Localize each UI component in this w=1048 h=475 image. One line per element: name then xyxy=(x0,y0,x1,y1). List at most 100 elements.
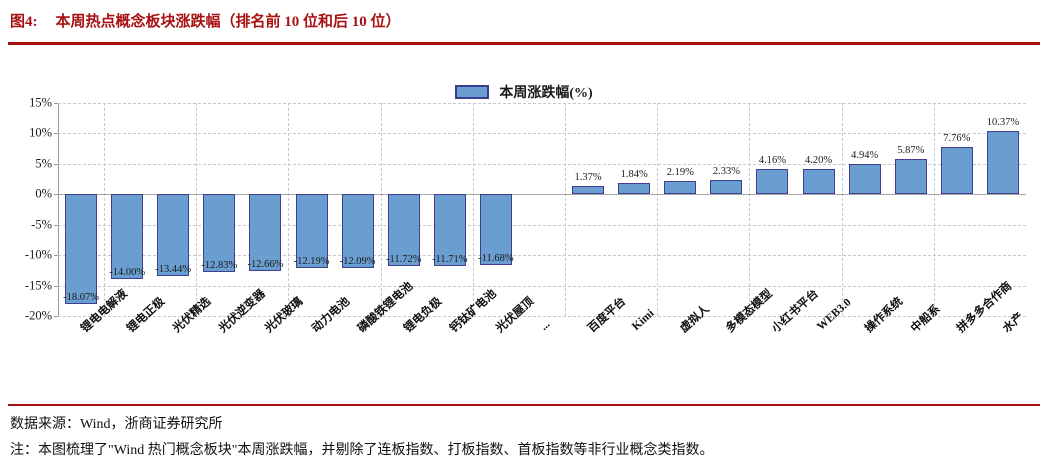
vertical-gridline xyxy=(657,103,659,316)
legend-series-label: 本周涨跌幅(%) xyxy=(499,86,593,101)
y-axis-line xyxy=(58,103,59,316)
data-source-line: 数据来源：Wind，浙商证券研究所 xyxy=(10,417,223,432)
bar-value-label: -13.44% xyxy=(155,264,192,276)
bar-value-label: 7.76% xyxy=(943,133,971,145)
y-axis-tick-label: -10% xyxy=(24,247,52,262)
bar[interactable] xyxy=(848,164,881,195)
bar[interactable] xyxy=(710,180,743,195)
bar[interactable] xyxy=(618,183,651,195)
vertical-gridline xyxy=(380,103,382,316)
gridline xyxy=(58,133,1026,135)
bar-slot: 4.20% xyxy=(796,103,842,316)
footnote-line: 注：本图梳理了"Wind 热门概念板块"本周涨跌幅，并剔除了连板指数、打板指数、… xyxy=(10,443,714,458)
vertical-gridline xyxy=(196,103,198,316)
y-axis-tick-mark xyxy=(54,163,58,165)
vertical-gridline xyxy=(841,103,843,316)
bar-slot: -14.00% xyxy=(104,103,150,316)
y-axis-tick-mark xyxy=(54,133,58,135)
y-axis-tick-mark xyxy=(54,285,58,287)
y-axis-tick-label: -5% xyxy=(31,217,52,232)
gridline xyxy=(58,103,1026,104)
bar-slot: 2.33% xyxy=(703,103,749,316)
y-axis-tick-label: -20% xyxy=(24,308,52,323)
bar-value-label: -12.19% xyxy=(293,256,330,268)
bar-slot: -11.72% xyxy=(381,103,427,316)
vertical-gridline xyxy=(565,103,567,316)
y-axis-tick-mark xyxy=(54,103,58,104)
y-axis-tick-label: 15% xyxy=(29,95,52,110)
y-axis-tick-label: -15% xyxy=(24,278,52,293)
bar[interactable] xyxy=(894,158,927,195)
bar-slot: 7.76% xyxy=(934,103,980,316)
figure-number-label: 图4: xyxy=(10,14,38,30)
plot-area: -18.07% -14.00% -13.44% -12.83% -12.66% -12.1… xyxy=(58,103,1026,317)
bar[interactable] xyxy=(433,194,466,266)
chart-container: 本周涨跌幅(%) 15% 10% 5% 0% -5% -10% -15% -20% -18.0… xyxy=(8,52,1040,392)
bar-slot xyxy=(519,103,565,316)
bar-slot: -12.19% xyxy=(288,103,334,316)
zero-baseline xyxy=(58,194,1026,196)
y-axis-tick-mark xyxy=(54,224,58,226)
bar-value-label: -14.00% xyxy=(109,267,146,279)
bar-value-label: 2.33% xyxy=(712,166,740,178)
bar[interactable] xyxy=(986,131,1019,195)
bar[interactable] xyxy=(479,194,512,266)
bar[interactable] xyxy=(940,147,973,195)
bar-value-label: 2.19% xyxy=(666,166,694,178)
bar[interactable] xyxy=(341,194,374,268)
bar[interactable] xyxy=(756,168,789,195)
bar-slot: 5.87% xyxy=(888,103,934,316)
bar[interactable] xyxy=(572,185,605,195)
y-axis-ticks: 15% 10% 5% 0% -5% -10% -15% -20% xyxy=(25,96,1026,323)
bar-slot: -12.66% xyxy=(242,103,288,316)
x-axis-category-label: ... xyxy=(538,318,553,333)
figure-header: 图4: 本周热点概念板块涨跌幅（排名前 10 位和后 10 位） xyxy=(0,0,1048,46)
bar[interactable] xyxy=(295,194,328,269)
vertical-gridline xyxy=(104,103,106,316)
y-axis-tick-mark xyxy=(54,255,58,257)
bar-slot: 2.19% xyxy=(657,103,703,316)
legend-color-swatch xyxy=(455,85,490,99)
y-axis-tick-mark xyxy=(54,194,58,196)
vertical-gridline xyxy=(749,103,751,316)
bar-value-label: -12.83% xyxy=(201,260,238,272)
chart-legend: 本周涨跌幅(%) xyxy=(8,82,1040,102)
bar-value-label: 1.84% xyxy=(620,169,648,181)
bar[interactable] xyxy=(203,194,236,273)
header-divider xyxy=(8,42,1040,45)
bar-slot: -13.44% xyxy=(150,103,196,316)
gridline xyxy=(58,163,1026,165)
bar[interactable] xyxy=(111,194,144,280)
page-title: 本周热点概念板块涨跌幅（排名前 10 位和后 10 位） xyxy=(55,14,401,30)
bar-slot: 10.37% xyxy=(980,103,1026,316)
gridline xyxy=(58,255,1026,257)
bar-slot: -18.07% xyxy=(58,103,104,316)
bar[interactable] xyxy=(664,180,697,195)
y-axis-tick-label: 0% xyxy=(35,186,52,201)
bar[interactable] xyxy=(157,194,190,277)
bar-slot: -11.71% xyxy=(427,103,473,316)
bar-value-label: -11.71% xyxy=(432,253,468,265)
bar[interactable] xyxy=(802,168,835,195)
gridline xyxy=(58,224,1026,226)
bar-value-label: -12.66% xyxy=(247,259,284,271)
bar-value-label: 10.37% xyxy=(986,117,1020,129)
vertical-gridline xyxy=(472,103,474,316)
bar[interactable] xyxy=(65,194,98,305)
bar[interactable] xyxy=(387,194,420,266)
vertical-gridline xyxy=(288,103,290,316)
bar-value-label: 4.16% xyxy=(758,154,787,166)
bar-slot: 4.94% xyxy=(842,103,888,316)
bar[interactable] xyxy=(249,194,282,272)
bar-value-label: -18.07% xyxy=(63,292,99,304)
bar-value-label: 4.20% xyxy=(805,154,833,166)
y-axis-tick-mark xyxy=(54,316,58,317)
y-axis-tick-label: 5% xyxy=(35,156,52,171)
bar-value-label: -12.09% xyxy=(339,255,376,267)
bar-slot: -12.09% xyxy=(335,103,381,316)
bar-slot: -11.68% xyxy=(473,103,519,316)
bar-slot: 1.84% xyxy=(611,103,657,316)
gridline xyxy=(58,316,1026,317)
bar-value-label: 4.94% xyxy=(851,150,879,162)
bar-value-label: -11.72% xyxy=(385,253,422,265)
